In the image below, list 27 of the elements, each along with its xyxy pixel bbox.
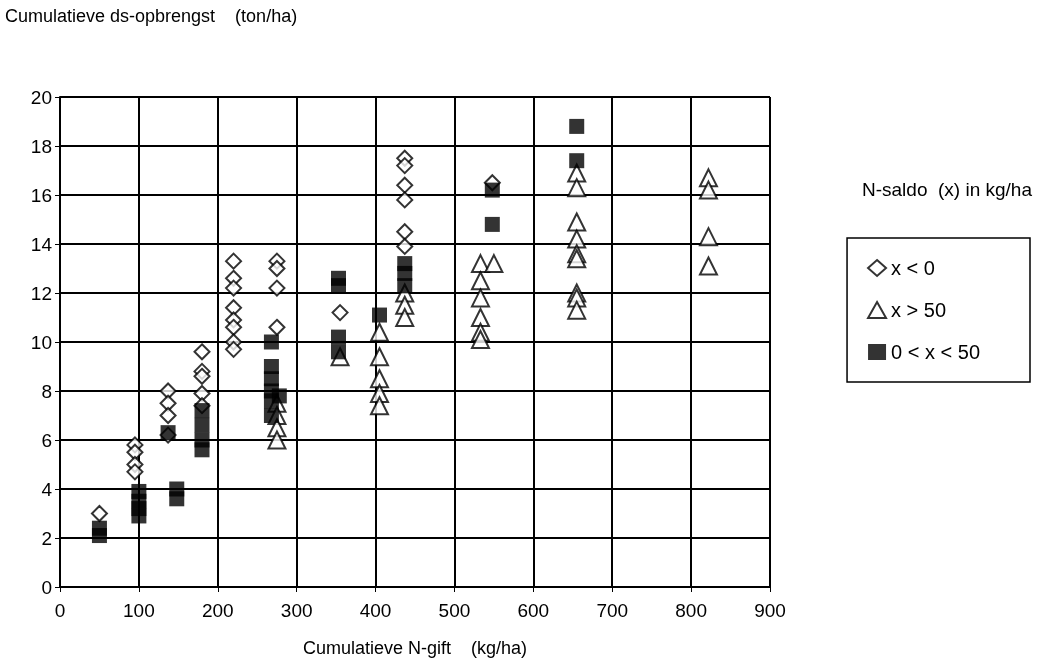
x-tick-label: 600 — [517, 600, 550, 621]
y-tick-label: 18 — [30, 135, 52, 157]
legend-title: N-saldo (x) in kg/ha — [861, 179, 1033, 200]
x-tick-label: 0 — [54, 600, 66, 621]
y-tick-label: 4 — [41, 478, 53, 500]
x-tick-label: 800 — [675, 600, 707, 621]
y-tick-label: 6 — [41, 429, 52, 451]
y-tick-label: 10 — [30, 331, 52, 353]
y-tick-label: 16 — [30, 184, 52, 206]
x-tick-label: 500 — [438, 600, 471, 621]
y-tick-label: 2 — [41, 527, 52, 549]
x-tick-label: 200 — [201, 600, 234, 621]
legend-label: 0 < x < 50 — [891, 341, 981, 363]
x-axis-title: Cumulatieve N-gift (kg/ha) — [302, 638, 528, 658]
y-tick-label: 0 — [41, 576, 52, 598]
legend-label: x > 50 — [891, 299, 947, 321]
legend-label: x < 0 — [891, 257, 935, 279]
x-tick-label: 400 — [359, 600, 392, 621]
y-axis-title: Cumulatieve ds-opbrengst (ton/ha) — [5, 6, 298, 26]
y-tick-label: 20 — [30, 86, 52, 108]
x-tick-label: 300 — [280, 600, 313, 621]
x-tick-label: 900 — [754, 600, 786, 621]
x-tick-label: 100 — [123, 600, 155, 621]
y-tick-label: 14 — [30, 233, 53, 255]
x-tick-label: 700 — [596, 600, 629, 621]
y-tick-label: 8 — [41, 380, 52, 402]
y-tick-label: 12 — [30, 282, 52, 304]
